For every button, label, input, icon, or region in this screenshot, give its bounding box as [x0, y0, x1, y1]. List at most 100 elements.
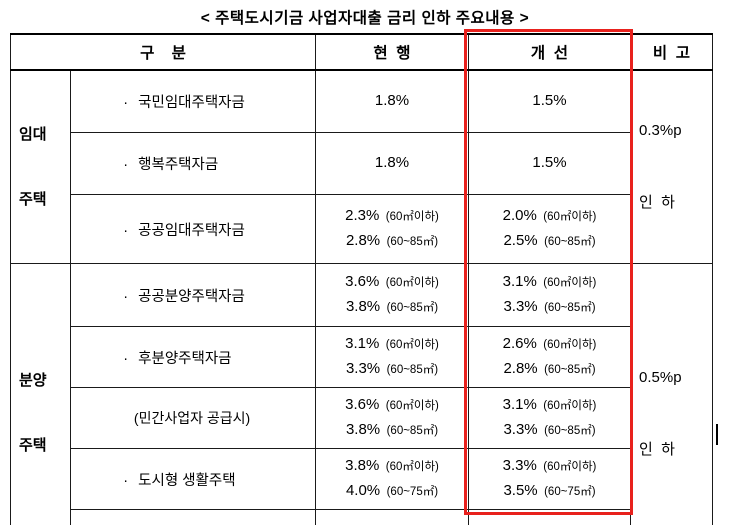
table-row-haengbok: · 행복주택자금 1.8% 1.5%	[11, 132, 713, 196]
row-name: ·다세대·다가구주택자금	[70, 509, 316, 525]
rate-value: 3.6%	[345, 273, 380, 291]
rate-value: 3.3%	[345, 360, 381, 377]
note-line: 인 하	[639, 440, 675, 458]
size-condition: (60㎡이하)	[543, 339, 597, 352]
rate-value: 2.5%	[503, 232, 538, 250]
rate-value: 3.3%	[503, 421, 538, 438]
bullet-marker: ·	[123, 95, 129, 112]
size-condition: (60~75㎡)	[544, 486, 596, 498]
group-label-line: 임대	[19, 125, 47, 143]
size-condition: (60~75㎡)	[386, 486, 439, 498]
current-value: 3.8% (60㎡이하) 4.0% (60~75㎡)	[315, 448, 469, 510]
size-condition: (60㎡이하)	[385, 211, 439, 224]
bullet-marker: ·	[123, 288, 129, 305]
rate-value: 2.8%	[345, 232, 381, 250]
size-condition: (60~85㎡)	[386, 364, 439, 376]
current-value: 1.8%	[315, 69, 469, 134]
rate-value: 2.8%	[503, 360, 538, 377]
rate-value: 3.1%	[502, 396, 537, 414]
group-label-sale: 분양 주택	[10, 263, 71, 525]
rate-value: 2.3%	[345, 207, 380, 225]
header-current: 현 행	[315, 33, 469, 71]
rate-table: 구 분 현 행 개 선 비 고 임대 주택 · 국민임대주택자금 1.8%	[10, 33, 713, 525]
bullet-marker: ·	[123, 222, 129, 239]
bullet-marker: ·	[123, 350, 129, 367]
rate-value: 3.1%	[345, 335, 380, 353]
header-improved: 개 선	[468, 33, 631, 71]
group-label-line: 분양	[19, 372, 47, 389]
rate-value: 3.8%	[345, 421, 381, 438]
table-row-gonggong-bunyang: 분양 주택 · 공공분양주택자금 3.6% (60㎡이하) 3.8% (60~85…	[10, 263, 713, 525]
rate-value: 3.3%	[503, 298, 538, 315]
size-condition: (60㎡이하)	[543, 211, 597, 224]
row-name-text: 국민임대주택자금	[138, 95, 245, 112]
note-rental: 0.3%p 인 하	[630, 69, 713, 264]
group-label-line: 주택	[19, 437, 47, 455]
size-condition: (60㎡이하)	[385, 339, 439, 352]
bullet-marker: ·	[123, 472, 129, 489]
improved-value: 3.3%	[468, 509, 631, 525]
note-line: 0.3%p	[639, 122, 682, 139]
current-value: 3.6% (60㎡이하) 3.8% (60~85㎡)	[315, 263, 469, 327]
size-condition: (60㎡이하)	[543, 277, 597, 290]
row-name: · 국민임대주택자금	[70, 69, 316, 134]
table-row-dosihyeong: · 도시형 생활주택 3.8% (60㎡이하) 4.0% (60~75㎡) 3.3…	[11, 448, 713, 510]
rate-value: 3.8%	[345, 298, 381, 315]
header-row: 구 분 현 행 개 선 비 고	[10, 33, 713, 71]
row-name-text: 공공분양주택자금	[138, 288, 245, 305]
improved-value: 2.6% (60㎡이하) 2.8% (60~85㎡)	[468, 326, 631, 388]
row-name-text: 행복주택자금	[138, 157, 219, 174]
current-value: 3.1% (60㎡이하) 3.3% (60~85㎡)	[315, 326, 469, 388]
header-note: 비 고	[630, 33, 713, 71]
rate-value: 2.6%	[502, 335, 537, 353]
size-condition: (60㎡이하)	[385, 461, 439, 474]
size-condition: (60~85㎡)	[386, 302, 439, 314]
improved-value: 2.0% (60㎡이하) 2.5% (60~85㎡)	[468, 194, 631, 264]
rate-value: 3.3%	[502, 457, 537, 475]
current-value: 1.8%	[315, 132, 469, 196]
improved-value: 1.5%	[468, 132, 631, 196]
size-condition: (60㎡이하)	[543, 461, 597, 474]
table-row-dasedae: ·다세대·다가구주택자금 3.8% 3.3%	[11, 509, 713, 525]
bullet-marker: ·	[123, 157, 129, 174]
size-condition: (60~85㎡)	[386, 425, 439, 437]
note-line: 인 하	[639, 194, 675, 211]
row-name: · 후분양주택자금	[70, 326, 316, 388]
current-value: 3.8%	[315, 509, 469, 525]
improved-value: 3.1% (60㎡이하) 3.3% (60~85㎡)	[468, 387, 631, 449]
rate-value: 3.1%	[502, 273, 537, 291]
size-condition: (60㎡이하)	[385, 277, 439, 290]
rate-value: 2.0%	[502, 207, 537, 225]
row-name-text: 도시형 생활주택	[138, 472, 236, 489]
row-name-text: (민간사업자 공급시)	[133, 410, 251, 426]
row-name: · 공공임대주택자금	[70, 194, 316, 264]
rate-value: 3.8%	[345, 457, 380, 475]
rate-value: 1.8%	[374, 154, 410, 172]
note-line: 0.5%p	[639, 368, 682, 386]
size-condition: (60㎡이하)	[385, 400, 439, 413]
rate-value: 3.5%	[503, 482, 538, 499]
group-label-line: 주택	[19, 190, 47, 208]
rate-value: 1.5%	[532, 154, 567, 172]
table-row-gonggong-imdae: · 공공임대주택자금 2.3% (60㎡이하) 2.8% (60~85㎡) 2.0…	[11, 194, 713, 264]
row-name: (민간사업자 공급시)	[70, 387, 316, 449]
size-condition: (60~85㎡)	[544, 302, 596, 314]
row-name-text: 공공임대주택자금	[138, 222, 245, 239]
size-condition: (60~85㎡)	[386, 236, 439, 249]
header-category: 구 분	[10, 33, 316, 71]
page-title: < 주택도시기금 사업자대출 금리 인하 주요내용 >	[200, 10, 530, 27]
rate-value: 1.5%	[532, 92, 567, 110]
size-condition: (60㎡이하)	[543, 400, 597, 413]
group-label-rental: 임대 주택	[10, 69, 71, 264]
rate-value: 4.0%	[345, 482, 381, 499]
row-name: · 도시형 생활주택	[70, 448, 316, 510]
current-value: 2.3% (60㎡이하) 2.8% (60~85㎡)	[315, 194, 469, 264]
rate-value: 1.8%	[374, 92, 410, 110]
table-row-gukmin-imdae: 임대 주택 · 국민임대주택자금 1.8% 1.5% 0.3%p 인 하	[10, 69, 713, 264]
improved-value: 3.3% (60㎡이하) 3.5% (60~75㎡)	[468, 448, 631, 510]
improved-value: 3.1% (60㎡이하) 3.3% (60~85㎡)	[468, 263, 631, 327]
improved-value: 1.5%	[468, 69, 631, 134]
row-name-text: 후분양주택자금	[138, 350, 232, 367]
current-value: 3.6% (60㎡이하) 3.8% (60~85㎡)	[315, 387, 469, 449]
